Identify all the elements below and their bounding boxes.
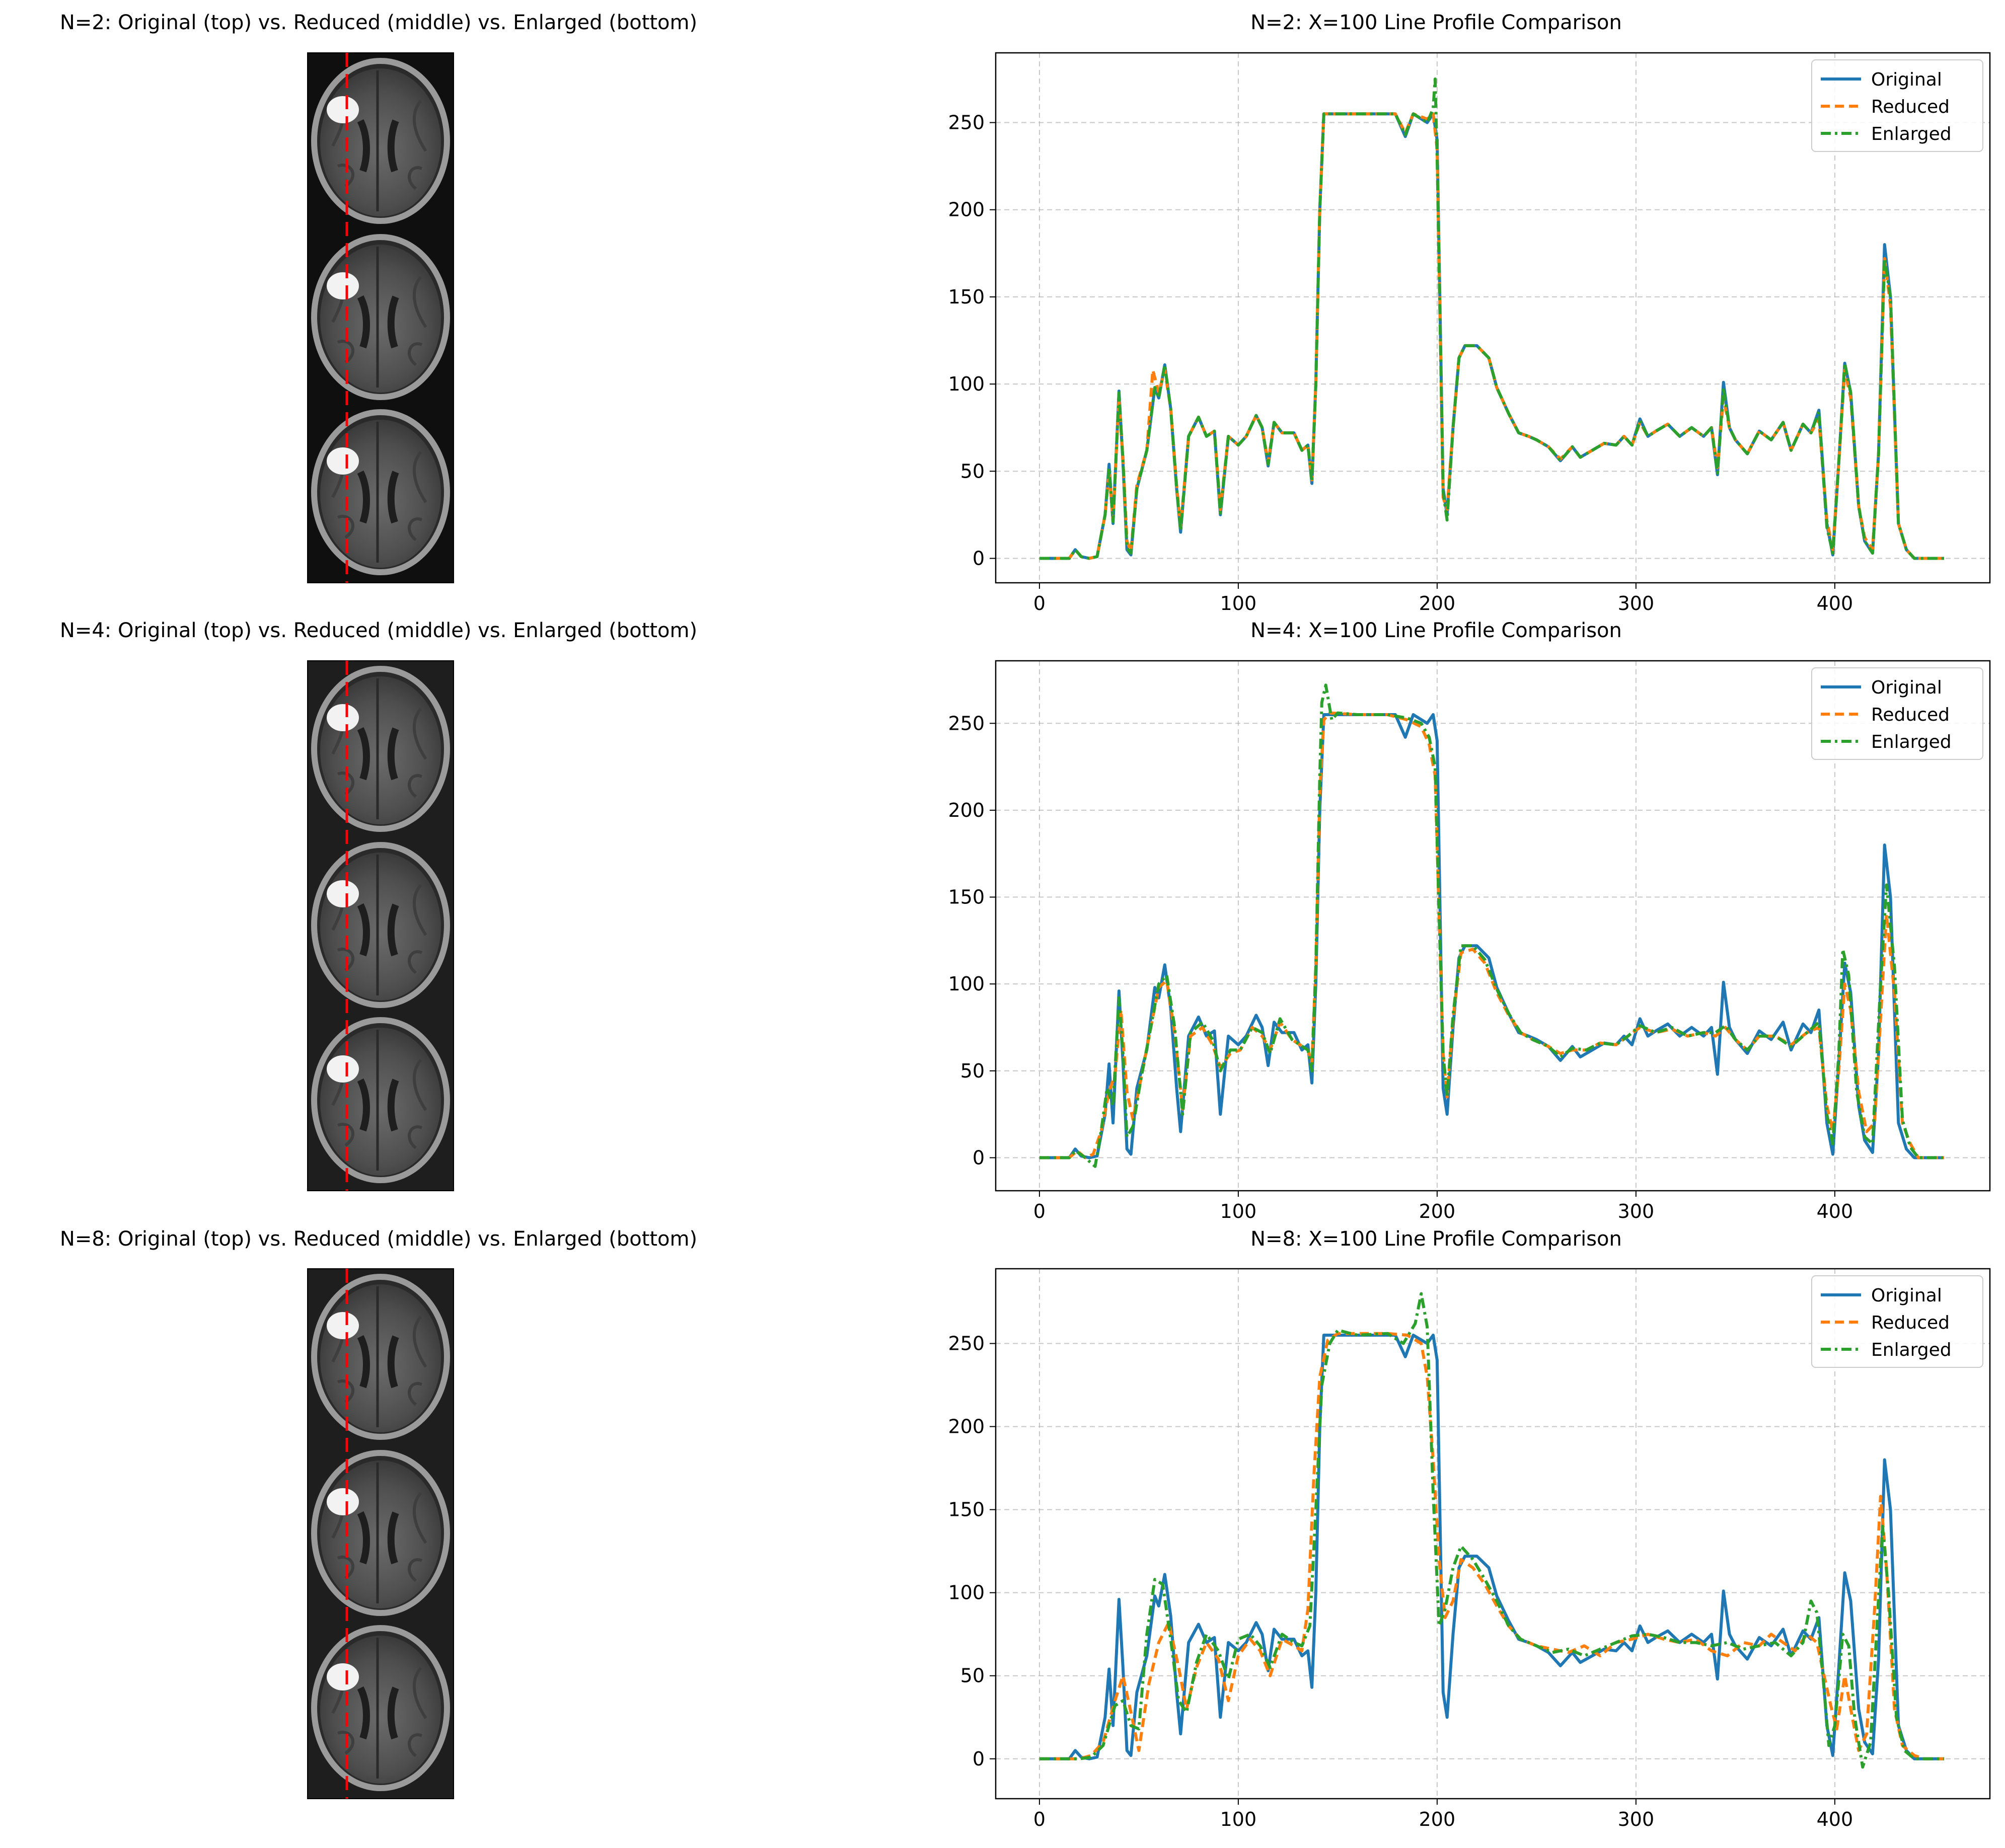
chart1-legend-box [1811, 59, 1983, 152]
chart3-legend-box [1811, 1275, 1983, 1368]
chart3-y-tick-label: 0 [973, 1748, 985, 1770]
chart2-x-tick-label: 200 [1419, 1200, 1456, 1222]
chart1-x-tick-label: 0 [1033, 592, 1046, 614]
chart2-y-tick-label: 150 [948, 886, 985, 908]
chart3-x-tick-label: 300 [1618, 1808, 1655, 1830]
chart1-y-tick-label: 150 [948, 286, 985, 308]
row2-image-panel [307, 660, 454, 1191]
chart1-x-tick-label: 100 [1220, 592, 1257, 614]
row2-image-title: N=4: Original (top) vs. Reduced (middle)… [60, 619, 697, 642]
chart3-x-tick-label: 400 [1817, 1808, 1853, 1830]
chart2-series-original [1039, 713, 1945, 1160]
chart3-series-enlarged [1039, 1292, 1945, 1769]
row3-chart-title: N=8: X=100 Line Profile Comparison [1250, 1227, 1622, 1251]
chart1-legend-label-original: Original [1871, 69, 1942, 90]
row1-image-panel [307, 52, 454, 583]
chart2-y-tick-label: 50 [960, 1060, 985, 1082]
chart1-series-enlarged [1039, 78, 1945, 560]
chart2-legend-label-original: Original [1871, 677, 1942, 698]
chart3-legend-label-reduced: Reduced [1871, 1313, 1950, 1333]
chart3-y-tick-label: 50 [960, 1665, 985, 1687]
chart1-legend-label-reduced: Reduced [1871, 97, 1950, 117]
chart3-x-tick-label: 200 [1419, 1808, 1456, 1830]
chart2-x-tick-label: 400 [1817, 1200, 1853, 1222]
chart2-legend: Original Reduced Enlarged [1811, 667, 1983, 760]
chart2-legend-box [1811, 667, 1983, 760]
chart1-y-tick-label: 50 [960, 460, 985, 482]
row1-line-chart: 0 100 200 300 400 0 50 100 150 200 250 Original Redu… [948, 52, 1991, 614]
chart3-legend-label-original: Original [1871, 1285, 1942, 1306]
chart2-y-tick-label: 0 [973, 1146, 985, 1169]
row3-image-title: N=8: Original (top) vs. Reduced (middle)… [60, 1227, 697, 1251]
chart1-x-tick-label: 300 [1618, 592, 1655, 614]
chart1-legend-label-enlarged: Enlarged [1871, 124, 1952, 144]
row3-line-chart: 0 100 200 300 400 0 50 100 150 200 250 Original Redu… [948, 1268, 1991, 1830]
chart1-axes-frame [995, 52, 1991, 584]
chart3-y-tick-label: 200 [948, 1416, 985, 1438]
chart2-series-reduced [1039, 711, 1945, 1160]
chart1-series-original [1039, 112, 1945, 560]
chart1-x-tick-label: 200 [1419, 592, 1456, 614]
chart3-y-tick-label: 150 [948, 1499, 985, 1521]
chart1-y-tick-label: 250 [948, 112, 985, 134]
row1-chart-title: N=2: X=100 Line Profile Comparison [1250, 11, 1622, 34]
chart1-y-tick-label: 0 [973, 548, 985, 570]
chart1-series-reduced [1039, 112, 1945, 560]
chart1-legend: Original Reduced Enlarged [1811, 59, 1983, 152]
chart2-legend-label-reduced: Reduced [1871, 705, 1950, 725]
chart1-y-tick-label: 200 [948, 199, 985, 221]
chart2-y-tick-label: 100 [948, 973, 985, 995]
chart3-y-tick-label: 250 [948, 1333, 985, 1355]
row2-line-chart: 0 100 200 300 400 0 50 100 150 200 250 Original Redu… [948, 660, 1991, 1222]
chart1-y-tick-label: 100 [948, 373, 985, 395]
chart2-series-enlarged [1039, 683, 1945, 1168]
chart2-x-tick-label: 300 [1618, 1200, 1655, 1222]
chart3-axes-frame [995, 1268, 1991, 1800]
row3-image-panel [307, 1268, 454, 1799]
chart2-x-tick-label: 100 [1220, 1200, 1257, 1222]
chart3-legend-label-enlarged: Enlarged [1871, 1340, 1952, 1360]
row2-chart-title: N=4: X=100 Line Profile Comparison [1250, 619, 1622, 642]
chart3-x-tick-label: 0 [1033, 1808, 1046, 1830]
chart1-x-tick-label: 400 [1817, 592, 1853, 614]
chart2-x-tick-label: 0 [1033, 1200, 1046, 1222]
chart3-x-tick-label: 100 [1220, 1808, 1257, 1830]
chart3-series-original [1039, 1334, 1945, 1760]
chart3-legend: Original Reduced Enlarged [1811, 1275, 1983, 1368]
chart3-series-reduced [1039, 1332, 1945, 1760]
chart2-legend-label-enlarged: Enlarged [1871, 732, 1952, 752]
chart3-y-tick-label: 100 [948, 1582, 985, 1604]
chart2-y-tick-label: 250 [948, 712, 985, 734]
chart2-axes-frame [995, 660, 1991, 1192]
row1-image-title: N=2: Original (top) vs. Reduced (middle)… [60, 11, 697, 34]
chart2-y-tick-label: 200 [948, 799, 985, 821]
